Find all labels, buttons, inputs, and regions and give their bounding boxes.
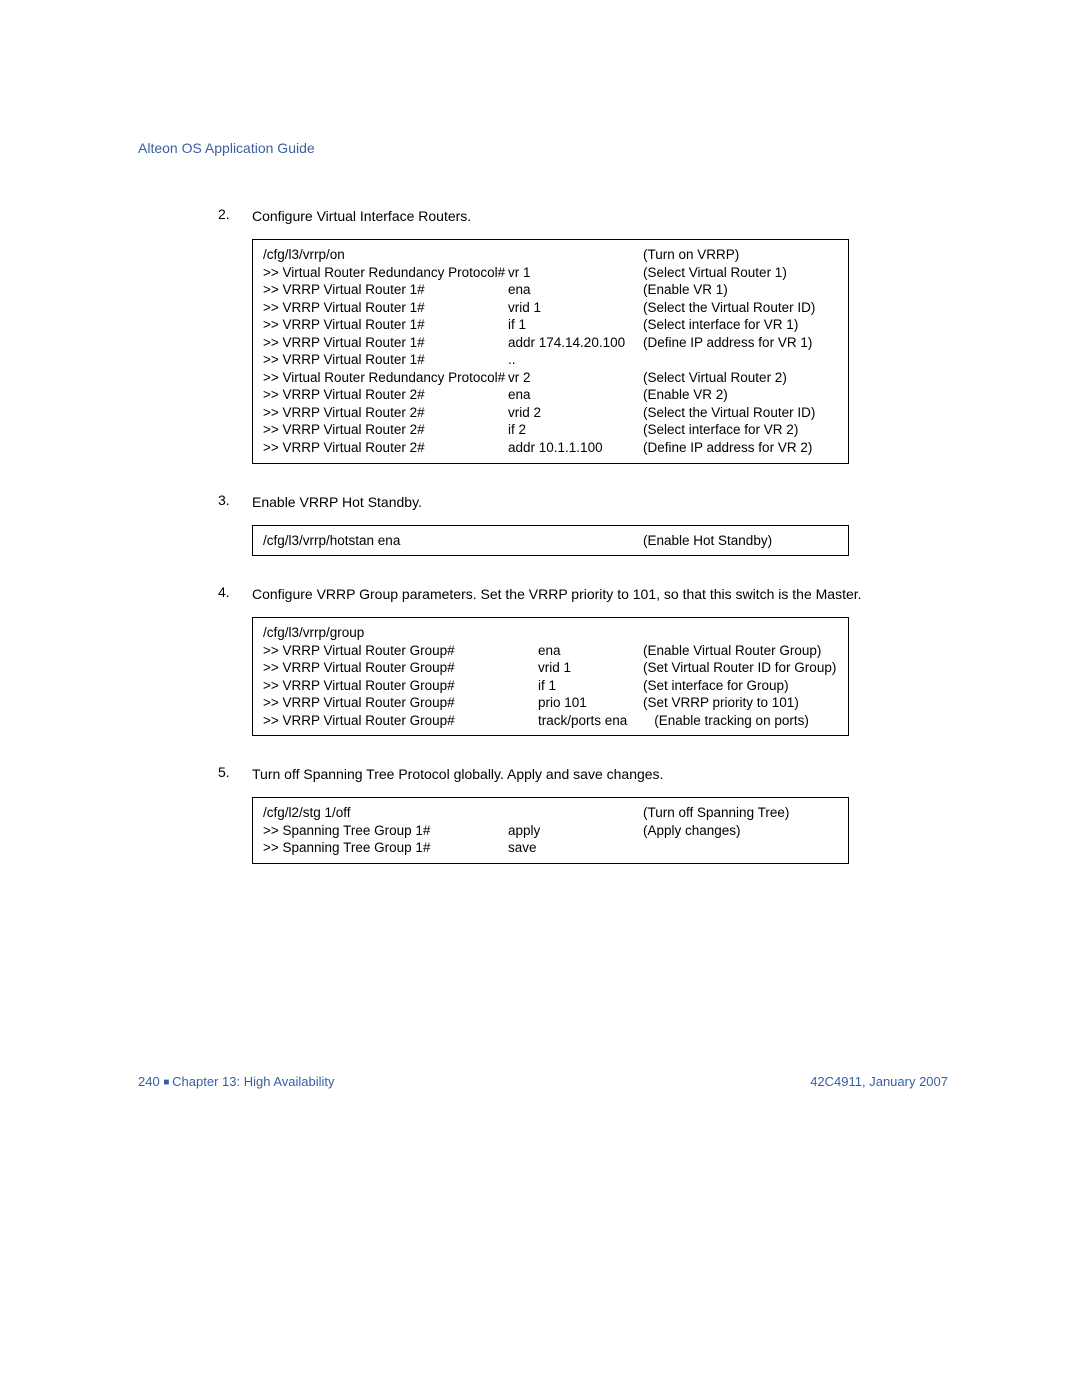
code-line: >> VRRP Virtual Router 2#vrid 2(Select t… [263,404,838,422]
code-line: >> VRRP Virtual Router Group#vrid 1(Set … [263,659,838,677]
step-text: Turn off Spanning Tree Protocol globally… [252,764,948,785]
code-line: >> Spanning Tree Group 1#save [263,839,838,857]
code-box-2: /cfg/l3/vrrp/hotstan ena(Enable Hot Stan… [252,525,849,557]
code-line: /cfg/l2/stg 1/off(Turn off Spanning Tree… [263,804,838,822]
code-line: >> VRRP Virtual Router 1#ena(Enable VR 1… [263,281,838,299]
code-line: >> VRRP Virtual Router 2#if 2(Select int… [263,421,838,439]
code-line: >> VRRP Virtual Router 1#vrid 1(Select t… [263,299,838,317]
chapter-label: Chapter 13: High Availability [172,1074,334,1089]
page-footer: 240 ■ Chapter 13: High Availability 42C4… [138,1074,948,1089]
step-text: Enable VRRP Hot Standby. [252,492,948,513]
step-text: Configure Virtual Interface Routers. [252,206,948,227]
code-line: >> VRRP Virtual Router Group#track/ports… [263,712,838,730]
code-line: >> Virtual Router Redundancy Protocol#vr… [263,264,838,282]
code-line: >> Spanning Tree Group 1#apply(Apply cha… [263,822,838,840]
code-box-1: /cfg/l3/vrrp/on(Turn on VRRP)>> Virtual … [252,239,849,464]
step-number: 3. [218,492,252,513]
doc-header: Alteon OS Application Guide [138,140,948,156]
code-line: >> VRRP Virtual Router Group#ena(Enable … [263,642,838,660]
code-line: >> VRRP Virtual Router 1#addr 174.14.20.… [263,334,838,352]
step-number: 5. [218,764,252,785]
code-line: >> VRRP Virtual Router 2#addr 10.1.1.100… [263,439,838,457]
doc-reference: 42C4911, January 2007 [810,1074,948,1089]
code-line: /cfg/l3/vrrp/hotstan ena(Enable Hot Stan… [263,532,838,550]
step-number: 4. [218,584,252,605]
step-text: Configure VRRP Group parameters. Set the… [252,584,948,605]
code-line: >> VRRP Virtual Router Group#prio 101(Se… [263,694,838,712]
code-box-3: /cfg/l3/vrrp/group>> VRRP Virtual Router… [252,617,849,736]
code-line: >> Virtual Router Redundancy Protocol#vr… [263,369,838,387]
code-line: >> VRRP Virtual Router 1#if 1(Select int… [263,316,838,334]
code-line: /cfg/l3/vrrp/on(Turn on VRRP) [263,246,838,264]
footer-separator-icon: ■ [163,1077,172,1088]
code-box-4: /cfg/l2/stg 1/off(Turn off Spanning Tree… [252,797,849,864]
page-number: 240 [138,1074,160,1089]
code-line: >> VRRP Virtual Router 2#ena(Enable VR 2… [263,386,838,404]
code-line: >> VRRP Virtual Router Group#if 1(Set in… [263,677,838,695]
code-line: /cfg/l3/vrrp/group [263,624,838,642]
step-number: 2. [218,206,252,227]
code-line: >> VRRP Virtual Router 1#.. [263,351,838,369]
